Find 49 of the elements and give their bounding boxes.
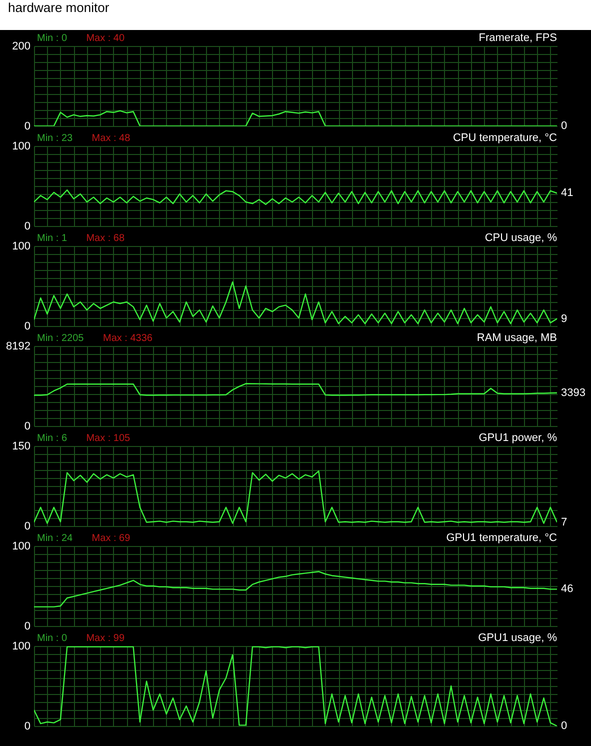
text: Min : 1 — [37, 233, 68, 244]
data-label: 0 — [561, 720, 568, 732]
data-label: 0 — [561, 120, 568, 132]
text: Min : 0 — [37, 33, 68, 44]
y-tick-label: 150 — [12, 440, 30, 452]
line-series — [34, 646, 557, 726]
data-label: 9 — [561, 312, 568, 325]
line-series — [34, 470, 557, 524]
text: Max : 40 — [86, 33, 125, 44]
y-tick-label: 100 — [12, 540, 30, 552]
line-series — [34, 383, 557, 396]
text: RAM usage, MB — [476, 332, 557, 344]
y-tick-label: 100 — [12, 640, 30, 652]
text: Max : 48 — [92, 133, 131, 144]
text: Min : 24 — [37, 533, 74, 544]
text: GPU1 power, % — [478, 432, 558, 444]
text: GPU1 temperature, °C — [446, 532, 558, 544]
y-tick-label: 8192 — [6, 340, 30, 352]
y-tick-label: 0 — [24, 420, 30, 432]
text: CPU temperature, °C — [452, 132, 558, 144]
line-series — [34, 189, 557, 205]
y-tick-label: 100 — [12, 240, 30, 252]
text: Max : 105 — [86, 433, 131, 444]
text: CPU usage, % — [484, 232, 558, 244]
y-tick-label: 0 — [24, 320, 30, 332]
data-label: 46 — [561, 583, 574, 596]
text: Min : 2205 — [37, 333, 84, 344]
y-tick-label: 0 — [24, 520, 30, 532]
y-tick-label: 200 — [12, 40, 30, 52]
data-label: 41 — [561, 187, 574, 200]
y-tick-label: 0 — [24, 120, 30, 132]
line-series — [34, 571, 557, 608]
text: Max : 99 — [86, 633, 125, 644]
y-tick-label: 0 — [24, 220, 30, 232]
y-tick-label: 0 — [24, 720, 30, 732]
y-tick-label: 0 — [24, 620, 30, 632]
text: Max : 68 — [86, 233, 125, 244]
text: Max : 4336 — [103, 333, 153, 344]
text: Max : 69 — [92, 533, 131, 544]
text: Min : 23 — [37, 133, 74, 144]
data-label: 3393 — [561, 386, 586, 399]
text: GPU1 usage, % — [478, 632, 558, 644]
data-label: 7 — [561, 516, 568, 528]
text: Min : 0 — [37, 633, 68, 644]
text: Min : 6 — [37, 433, 68, 444]
line-series — [34, 281, 557, 324]
y-tick-label: 100 — [12, 140, 30, 152]
text: Framerate, FPS — [478, 32, 557, 44]
chart-title: hardware monitor — [8, 0, 110, 15]
